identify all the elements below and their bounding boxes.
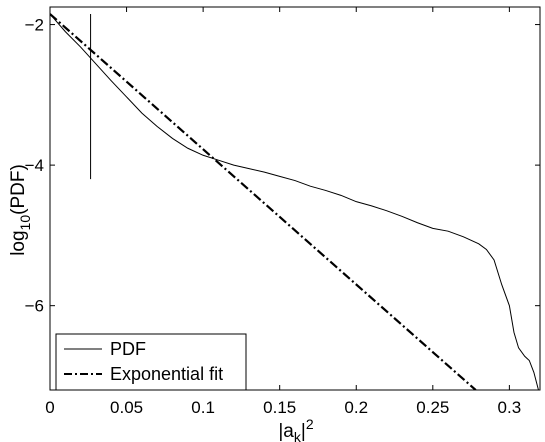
pdf-line <box>50 13 539 390</box>
x-tick-label: 0.05 <box>110 398 143 417</box>
y-tick-label: −4 <box>25 156 44 175</box>
x-tick-label: 0 <box>45 398 54 417</box>
x-tick-label: 0.25 <box>416 398 449 417</box>
x-tick-label: 0.2 <box>344 398 368 417</box>
x-tick-label: 0.1 <box>191 398 215 417</box>
x-axis-label: |ak|2 <box>278 416 313 442</box>
plot-frame <box>49 6 541 391</box>
legend-fit-label: Exponential fit <box>110 364 223 384</box>
y-tick-label: −6 <box>25 297 44 316</box>
legend: PDF Exponential fit <box>55 333 247 391</box>
legend-box <box>55 333 247 391</box>
y-axis-label: log10(PDF) <box>8 164 33 256</box>
x-tick-label: 0.3 <box>498 398 522 417</box>
x-tick-label: 0.15 <box>263 398 296 417</box>
y-tick-label: −2 <box>25 16 44 35</box>
plot-area: 0 0.05 0.1 0.15 0.2 0.25 0.3 −2 −4 −6 <box>25 6 541 417</box>
legend-pdf-label: PDF <box>110 339 146 359</box>
